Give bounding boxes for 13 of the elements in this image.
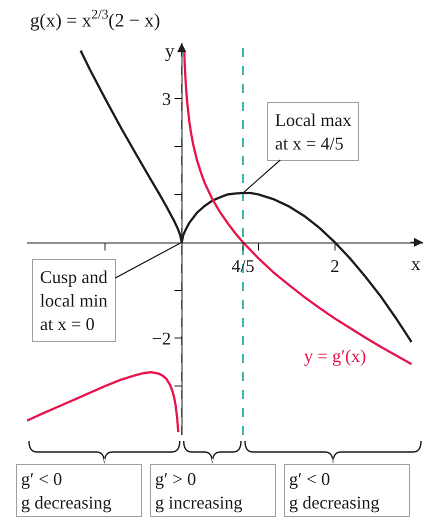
text: g′ > 0 g increasing (155, 469, 242, 512)
chart-title: g(x) = x$^{2/3}$(2 − x) (30, 6, 160, 32)
y-tick-label: 3 (162, 88, 171, 109)
series-label: y = g′(x) (304, 346, 366, 366)
annotation: Local max at x = 4/5 (275, 110, 352, 154)
text: g′ < 0 g decreasing (21, 469, 112, 512)
annotation: Cusp and local min at x = 0 (40, 267, 108, 334)
x-tick-label: 2 (330, 256, 340, 276)
x-axis-title: x (411, 254, 421, 275)
x-tick-label: 4/5 (231, 256, 255, 276)
y-tick-label: −2 (152, 328, 171, 348)
text: g′ < 0 g decreasing (289, 469, 380, 512)
y-axis-title: y (165, 41, 175, 62)
